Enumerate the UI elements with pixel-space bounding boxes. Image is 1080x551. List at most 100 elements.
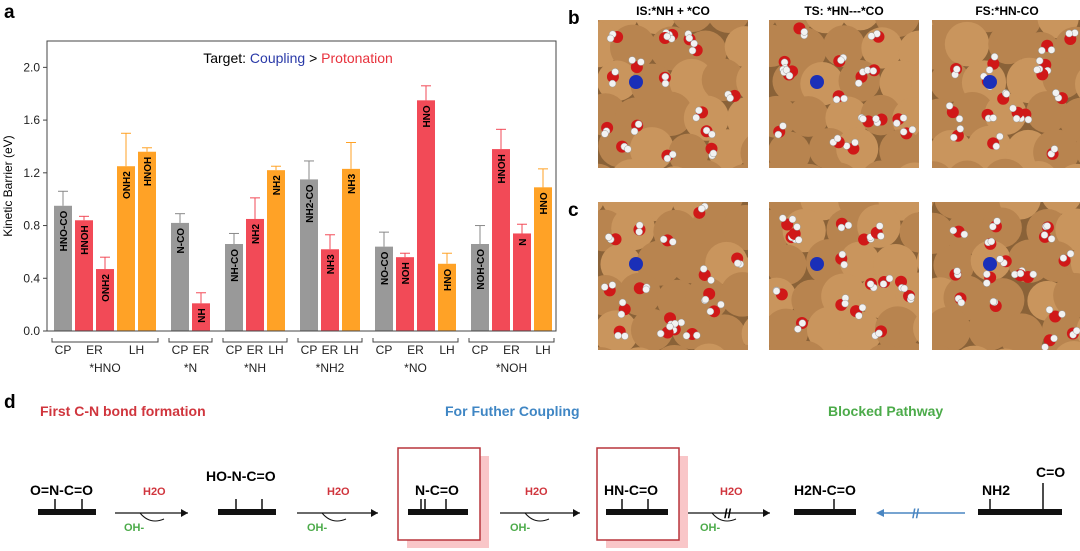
hydrogen-atom [987,237,996,246]
bar-cp [54,205,72,331]
hydrogen-atom [945,102,954,110]
group-label: *NH2 [316,361,345,375]
copper-atom [795,163,822,168]
snapshot-label: IS:*NH + *CO [636,4,710,18]
hydrogen-atom [985,66,994,74]
surface-bar [38,509,96,515]
hydrogen-atom [907,293,915,301]
hydrogen-atom [1009,104,1017,113]
group-bracket [297,338,363,343]
hydrogen-atom [837,56,845,64]
bar-label: HNO-CO [59,211,70,252]
copper-atom [614,159,650,168]
hydrogen-atom [617,310,626,319]
hydrogen-atom [709,149,718,158]
group-label: *NO [404,361,427,375]
hydrogen-atom [872,115,880,123]
copper-atom [648,91,693,137]
x-tick-label: CP [172,343,189,357]
hydrogen-atom [908,125,917,134]
hydrogen-atom [600,283,609,291]
molecule-h2n-co-label: H2N-C=O [794,482,856,498]
hydrogen-atom [854,79,863,87]
oxygen-atom [633,282,646,295]
hydroxide-label: OH- [124,522,145,534]
copper-atom [732,164,748,168]
y-tick-label: 0.8 [23,219,40,233]
kinetic-barrier-chart: Kinetic Barrier (eV) 0.00.40.81.21.62.0 … [1,40,557,375]
group-label: *NOH [496,361,527,375]
oxygen-atom [1049,310,1062,323]
copper-atom [932,212,954,254]
hydrogen-atom [614,331,622,340]
x-tick-label: LH [129,343,144,357]
hydrogen-atom [1065,29,1073,38]
molecule-co-label: C=O [1036,464,1065,480]
copper-atom [787,340,824,350]
bar-label: HNOH [497,154,508,183]
hydrogen-atom [690,39,698,48]
bar-label: NOH [401,262,412,284]
hydrogen-atom [869,67,878,75]
bar-er [492,149,510,331]
hydrogen-atom [608,79,617,88]
copper-atom [944,21,990,67]
copper-atom [666,166,683,168]
hydrogen-atom [611,68,619,76]
reaction-arrow-2: H2O OH- [297,486,378,534]
bar-er [396,257,414,331]
header-further-coupling: For Futher Coupling [445,403,580,419]
hydrogen-atom [717,300,725,309]
hydrogen-atom [1035,57,1044,65]
copper-atom [736,61,748,101]
hydrogen-atom [1059,254,1068,262]
copper-atom [600,243,642,285]
surface-bar [794,509,856,515]
copper-atom [598,347,612,350]
hydrogen-atom [885,274,894,283]
group-bracket [222,338,288,343]
copper-atom [1023,161,1054,168]
x-tick-label: CP [301,343,318,357]
chart-title-prefix: Target: [203,50,250,66]
copper-atom [869,343,899,350]
copper-atom [689,207,735,253]
hydrogen-atom [697,204,706,213]
hydrogen-atom [677,318,686,327]
hydrogen-atom [608,281,617,289]
hydrogen-atom [877,232,885,240]
hydrogen-atom [866,280,875,288]
hydrogen-atom [953,65,961,73]
bar-label: NH2 [251,224,262,244]
hydrogen-atom [960,230,969,239]
hydrogen-atom [659,235,668,244]
bar-lh [534,187,552,331]
reaction-arrow-5-reverse: // [876,506,965,521]
hydrogen-atom [1043,222,1051,230]
copper-atom [823,25,866,68]
chart-title-coupling: Coupling [250,50,305,66]
copper-atom [598,60,638,102]
copper-atom [960,345,988,350]
group-label: *N [184,361,197,375]
x-tick-label: CP [376,343,393,357]
hydrogen-atom [1033,66,1041,74]
copper-atom [630,308,674,350]
nitrogen-atom [810,75,824,89]
y-tick-label: 0.4 [23,271,40,285]
hydrogen-atom [1024,115,1033,124]
hydrogen-atom [666,322,674,331]
x-tick-label: CP [226,343,243,357]
copper-atom [611,206,656,251]
hydrogen-atom [661,72,670,81]
molecule-n-co-label: N-C=O [415,482,459,498]
hydrogen-atom [624,145,632,153]
hydrogen-atom [844,221,853,230]
hydrogen-atom [855,312,863,320]
bar-label: NO-CO [380,251,391,285]
reaction-scheme: O=N-C=O HO-N-C=O N-C=O HN-C=O H2N-C=O NH… [30,447,1065,548]
snapshot-label: FS:*HN-CO [975,4,1039,18]
bar-er [75,220,93,331]
hydrogen-atom [858,303,867,312]
copper-atom [999,313,1044,350]
